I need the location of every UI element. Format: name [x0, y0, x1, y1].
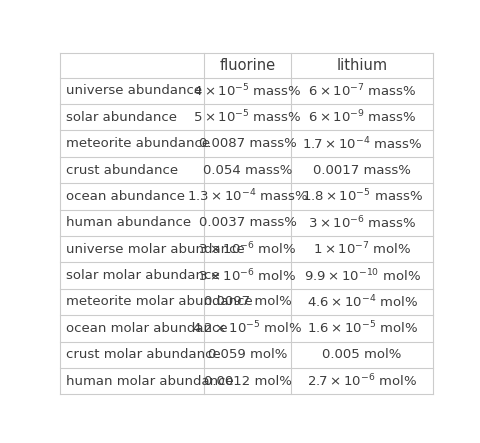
Text: $1.7\times10^{-4}$ mass%: $1.7\times10^{-4}$ mass% — [301, 136, 421, 152]
Text: $4.6\times10^{-4}$ mol%: $4.6\times10^{-4}$ mol% — [306, 294, 417, 310]
Text: lithium: lithium — [336, 58, 387, 73]
Text: 0.059 mol%: 0.059 mol% — [207, 348, 287, 361]
Text: 0.054 mass%: 0.054 mass% — [203, 163, 291, 177]
Text: $2.7\times10^{-6}$ mol%: $2.7\times10^{-6}$ mol% — [306, 373, 416, 389]
Text: 0.0017 mass%: 0.0017 mass% — [312, 163, 410, 177]
Text: $6\times10^{-9}$ mass%: $6\times10^{-9}$ mass% — [307, 109, 416, 125]
Text: universe abundance: universe abundance — [66, 85, 202, 97]
Text: 0.0097 mol%: 0.0097 mol% — [203, 295, 291, 308]
Text: $4.2\times10^{-5}$ mol%: $4.2\times10^{-5}$ mol% — [192, 320, 302, 337]
Text: meteorite molar abundance: meteorite molar abundance — [66, 295, 252, 308]
Text: $1.3\times10^{-4}$ mass%: $1.3\times10^{-4}$ mass% — [186, 188, 307, 205]
Text: $6\times10^{-7}$ mass%: $6\times10^{-7}$ mass% — [307, 82, 416, 99]
Text: human abundance: human abundance — [66, 216, 191, 229]
Text: $1\times10^{-7}$ mol%: $1\times10^{-7}$ mol% — [312, 241, 410, 257]
Text: solar molar abundance: solar molar abundance — [66, 269, 219, 282]
Text: 0.0037 mass%: 0.0037 mass% — [198, 216, 296, 229]
Text: $4\times10^{-5}$ mass%: $4\times10^{-5}$ mass% — [193, 82, 301, 99]
Text: fluorine: fluorine — [219, 58, 275, 73]
Text: $1.6\times10^{-5}$ mol%: $1.6\times10^{-5}$ mol% — [306, 320, 417, 337]
Text: crust molar abundance: crust molar abundance — [66, 348, 220, 361]
Text: 0.0012 mol%: 0.0012 mol% — [203, 375, 291, 388]
Text: $5\times10^{-5}$ mass%: $5\times10^{-5}$ mass% — [193, 109, 301, 125]
Text: meteorite abundance: meteorite abundance — [66, 137, 209, 150]
Text: 0.005 mol%: 0.005 mol% — [322, 348, 401, 361]
Text: $9.9\times10^{-10}$ mol%: $9.9\times10^{-10}$ mol% — [303, 267, 420, 284]
Text: 0.0087 mass%: 0.0087 mass% — [198, 137, 296, 150]
Text: universe molar abundance: universe molar abundance — [66, 243, 244, 256]
Text: $3\times10^{-6}$ mass%: $3\times10^{-6}$ mass% — [307, 214, 416, 231]
Text: crust abundance: crust abundance — [66, 163, 178, 177]
Text: $1.8\times10^{-5}$ mass%: $1.8\times10^{-5}$ mass% — [301, 188, 421, 205]
Text: ocean molar abundance: ocean molar abundance — [66, 322, 227, 335]
Text: solar abundance: solar abundance — [66, 111, 176, 124]
Text: ocean abundance: ocean abundance — [66, 190, 184, 203]
Text: $3\times10^{-6}$ mol%: $3\times10^{-6}$ mol% — [198, 267, 296, 284]
Text: human molar abundance: human molar abundance — [66, 375, 233, 388]
Text: $3\times10^{-6}$ mol%: $3\times10^{-6}$ mol% — [198, 241, 296, 257]
